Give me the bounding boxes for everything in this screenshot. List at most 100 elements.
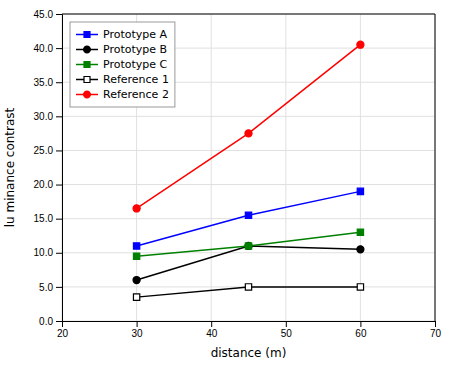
legend-item: Prototype C [76, 58, 168, 71]
tick-label: 70 [430, 328, 442, 339]
point [133, 243, 139, 249]
point [245, 243, 251, 249]
tick-mark [56, 82, 62, 83]
series-line [137, 191, 361, 246]
legend-item: Reference 1 [76, 73, 169, 86]
point [133, 294, 139, 300]
point [133, 276, 140, 283]
tick-mark [56, 321, 62, 322]
grid-line [62, 116, 435, 117]
legend-marker [84, 91, 91, 98]
point [245, 212, 251, 218]
tick-label: 40 [206, 328, 218, 339]
tick-label: 30 [132, 328, 144, 339]
tick: 0.0 [39, 316, 62, 327]
x-axis: 20 30 40 50 60 70 [57, 321, 442, 339]
tick: 70 [430, 321, 442, 339]
legend-label: Prototype A [103, 28, 168, 41]
point [357, 41, 364, 48]
tick: 60 [355, 321, 367, 339]
frame [435, 14, 436, 321]
tick-label: 30.0 [34, 111, 54, 122]
tick-mark [137, 321, 138, 327]
point [357, 246, 364, 253]
legend-label: Prototype C [103, 58, 168, 71]
tick-mark [56, 14, 62, 15]
tick-mark [56, 116, 62, 117]
tick: 30.0 [34, 111, 62, 122]
chart: 20 30 40 50 60 70 0.0 5.0 10.0 15.0 20.0 25.0 30.0 35… [0, 0, 451, 365]
legend-item: Prototype B [76, 43, 167, 56]
tick-mark [56, 219, 62, 220]
tick-mark [56, 287, 62, 288]
tick-mark [211, 321, 212, 327]
tick: 10.0 [34, 247, 62, 258]
point [133, 253, 139, 259]
grid-line [62, 14, 435, 15]
tick: 15.0 [34, 213, 62, 224]
tick: 30 [132, 321, 144, 339]
tick: 40 [206, 321, 218, 339]
series [133, 188, 363, 249]
tick-label: 15.0 [34, 213, 54, 224]
legend-marker [84, 32, 90, 38]
grid-line [285, 14, 286, 321]
tick-label: 35.0 [34, 77, 54, 88]
y-axis: 0.0 5.0 10.0 15.0 20.0 25.0 30.0 35.0 40.0 45.0 [34, 9, 63, 327]
grid-line [62, 150, 435, 151]
tick-label: 20 [57, 328, 69, 339]
grid-line [62, 252, 435, 253]
tick-mark [56, 48, 62, 49]
legend-item: Reference 2 [76, 88, 169, 101]
tick-mark [56, 185, 62, 186]
legend-box [70, 22, 175, 107]
tick: 5.0 [39, 282, 62, 293]
tick-mark [56, 253, 62, 254]
tick: 20.0 [34, 179, 62, 190]
legend-marker [84, 46, 91, 53]
grid-line [360, 14, 361, 321]
tick-label: 5.0 [39, 282, 53, 293]
grid-line [62, 184, 435, 185]
tick-label: 50 [281, 328, 293, 339]
tick-mark [286, 321, 287, 327]
frame [62, 14, 435, 15]
point [245, 242, 252, 249]
point [245, 284, 251, 290]
tick-mark [56, 150, 62, 151]
tick: 25.0 [34, 145, 62, 156]
series [133, 242, 364, 283]
legend-label: Reference 2 [103, 88, 169, 101]
legend: Prototype A Prototype B Prototype C Referen… [70, 22, 175, 107]
legend-marker [84, 62, 90, 68]
tick: 35.0 [34, 77, 62, 88]
series [133, 229, 363, 259]
tick-label: 10.0 [34, 247, 54, 258]
grid-line [211, 14, 212, 321]
plot: 20 30 40 50 60 70 0.0 5.0 10.0 15.0 20.0 25.0 30.0 35… [3, 9, 441, 360]
tick: 20 [57, 321, 69, 339]
axis-line [63, 322, 436, 328]
tick: 50 [281, 321, 293, 339]
y-axis-title: lu minance contrast [3, 107, 17, 227]
tick-mark [360, 321, 361, 327]
legend-label: Reference 1 [103, 73, 169, 86]
tick: 45.0 [34, 9, 62, 20]
tick-label: 45.0 [34, 9, 54, 20]
point [357, 284, 363, 290]
axis-line [56, 15, 63, 322]
series-line [137, 246, 361, 280]
point [245, 130, 252, 137]
point [357, 229, 363, 235]
tick-label: 40.0 [34, 43, 54, 54]
series [133, 284, 363, 301]
tick-label: 0.0 [39, 316, 53, 327]
tick-label: 25.0 [34, 145, 54, 156]
legend-label: Prototype B [103, 43, 167, 56]
legend-marker [84, 77, 90, 83]
legend-item: Prototype A [76, 28, 168, 41]
point [357, 188, 363, 194]
tick: 40.0 [34, 43, 62, 54]
point [133, 205, 140, 212]
series-line [137, 232, 361, 256]
